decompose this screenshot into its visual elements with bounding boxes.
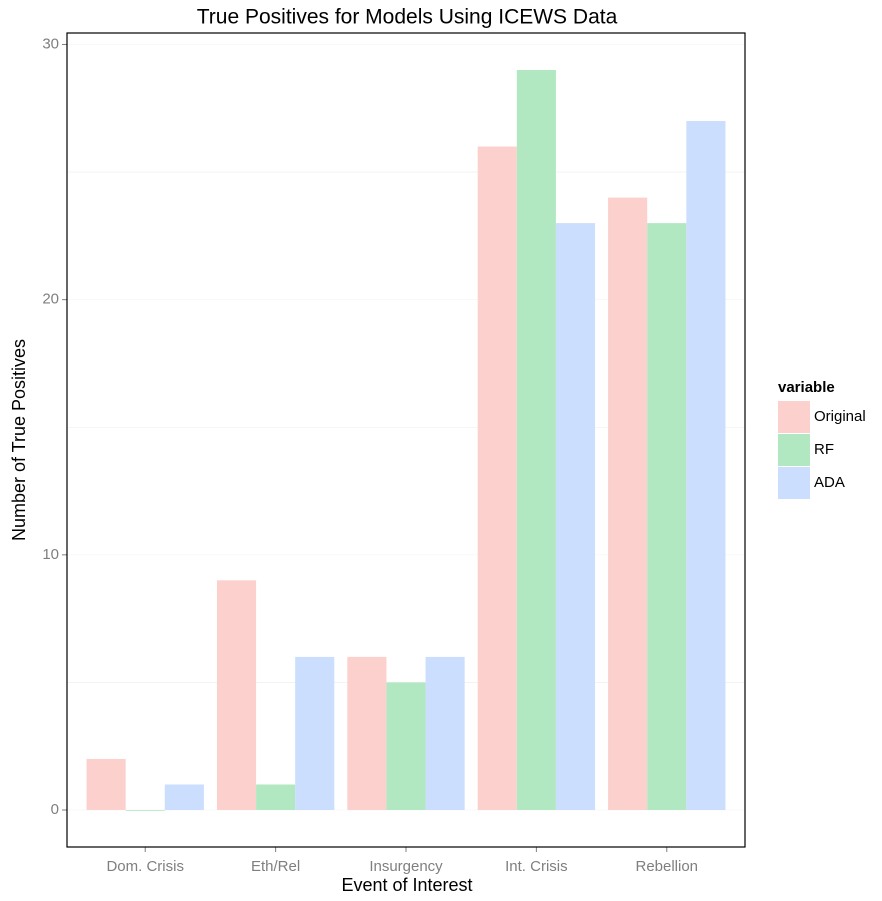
y-tick-label: 10: [42, 546, 59, 563]
x-tick-label: Dom. Crisis: [106, 858, 184, 875]
bar: [608, 197, 648, 811]
legend-key: [778, 401, 810, 433]
bar: [647, 223, 687, 810]
x-tick-label: Eth/Rel: [251, 858, 300, 875]
x-tick-label: Rebellion: [635, 858, 698, 875]
legend-label: ADA: [814, 474, 845, 491]
y-tick-label: 0: [51, 801, 59, 818]
bar: [516, 70, 556, 810]
x-tick-label: Int. Crisis: [505, 858, 568, 875]
bar: [164, 784, 204, 810]
bar: [86, 758, 126, 810]
legend-title: variable: [778, 379, 835, 396]
x-tick-label: Insurgency: [369, 858, 443, 875]
legend-key: [778, 434, 810, 466]
y-axis-label: Number of True Positives: [9, 339, 29, 541]
bar: [686, 121, 726, 810]
bar: [425, 656, 465, 810]
legend-label: Original: [814, 408, 866, 425]
chart-title: True Positives for Models Using ICEWS Da…: [197, 6, 618, 29]
bar: [125, 810, 165, 811]
bar: [256, 784, 296, 810]
bar: [555, 223, 596, 810]
bar: [347, 656, 387, 810]
panel-border: [66, 32, 746, 848]
legend-label: RF: [814, 441, 834, 458]
bar: [477, 146, 517, 810]
legend-key: [778, 467, 810, 499]
y-tick-label: 20: [42, 291, 59, 308]
x-axis-label: Event of Interest: [341, 875, 472, 895]
bar: [295, 656, 335, 810]
y-tick-label: 30: [42, 35, 59, 52]
bar: [216, 580, 257, 810]
bar: [386, 682, 426, 810]
